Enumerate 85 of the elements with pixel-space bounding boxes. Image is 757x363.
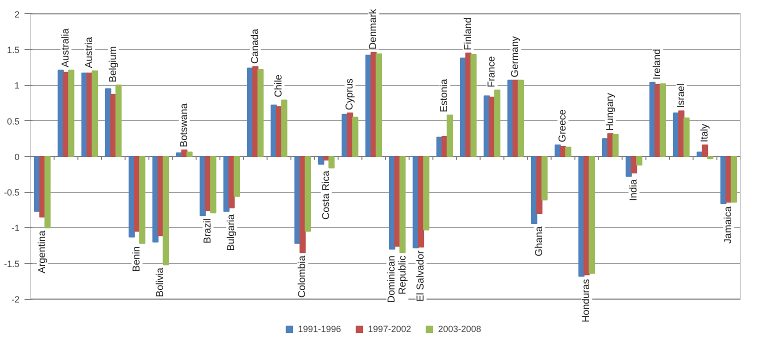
bar xyxy=(541,156,548,200)
x-tick-label: Benin xyxy=(132,246,142,272)
bar xyxy=(494,90,500,157)
bar xyxy=(607,133,614,157)
x-tick-label: Botswana xyxy=(178,102,190,148)
x-tick-label: Italy xyxy=(700,124,710,142)
bar xyxy=(678,110,684,157)
bar xyxy=(536,156,542,214)
legend-label: 1991-1996 xyxy=(298,324,342,334)
bar xyxy=(44,156,51,228)
bar xyxy=(565,146,572,157)
x-tick-label: Greece xyxy=(558,108,568,142)
bar xyxy=(588,156,595,274)
bar xyxy=(636,156,642,166)
x-tick-label: Dominican Republic xyxy=(386,256,408,303)
x-tick-label: Ghana xyxy=(534,226,545,256)
x-tick-label: Germany xyxy=(510,36,522,78)
y-tick-label: 1 xyxy=(14,80,20,91)
x-tick-label: Belgium xyxy=(108,46,119,82)
bar xyxy=(228,156,235,208)
bar xyxy=(300,156,306,254)
bar xyxy=(162,156,169,266)
x-tick-label: Jamaica xyxy=(723,206,734,244)
bar xyxy=(318,156,324,165)
bar xyxy=(423,156,430,230)
x-tick-label: Cyprus xyxy=(344,78,356,110)
y-tick-label: 0 xyxy=(14,152,20,162)
bar xyxy=(660,83,666,157)
bar xyxy=(181,150,188,157)
x-tick-label: Australia xyxy=(60,28,72,68)
bar xyxy=(554,144,561,157)
x-tick-label: France xyxy=(486,56,498,88)
bar xyxy=(234,156,240,197)
bar xyxy=(304,156,311,232)
bar xyxy=(683,117,690,157)
bar xyxy=(446,114,453,157)
x-tick-label: Chile xyxy=(274,74,284,98)
bar xyxy=(68,70,74,157)
x-tick-label: Bulgaria xyxy=(226,214,238,251)
x-tick-label: Canada xyxy=(250,28,261,64)
bar xyxy=(730,156,737,203)
x-tick-label: Costa Rica xyxy=(320,170,332,220)
x-tick-label: Honduras xyxy=(581,279,592,322)
x-tick-label: El Salvador xyxy=(416,250,426,302)
bar xyxy=(128,156,135,238)
x-tick-label: Finland xyxy=(462,17,474,50)
x-tick-label: Hungary xyxy=(604,92,616,131)
legend-label: 1997-2002 xyxy=(368,324,412,334)
y-tick-label: 1.5 xyxy=(6,45,20,56)
bar xyxy=(92,70,98,157)
bar xyxy=(281,100,288,157)
x-tick-label: Bolivia xyxy=(155,267,166,298)
x-tick-label: Estonia xyxy=(439,78,450,112)
x-tick-label: Brazil xyxy=(202,218,214,244)
y-tick-label: 2 xyxy=(14,9,20,20)
bar xyxy=(115,84,122,157)
x-tick-label: Ireland xyxy=(652,48,664,80)
bar xyxy=(626,156,632,177)
bar xyxy=(707,156,714,160)
bar xyxy=(139,156,146,244)
bar xyxy=(352,116,358,157)
bar xyxy=(210,156,216,214)
x-tick-label: Austria xyxy=(84,36,96,68)
bar xyxy=(257,69,264,157)
y-tick-label: -1.5 xyxy=(4,258,20,269)
x-tick-label: Israel xyxy=(676,84,687,108)
x-tick-label: India xyxy=(628,178,640,201)
bar xyxy=(399,156,406,254)
bar xyxy=(696,152,703,157)
x-tick-label: Colombia xyxy=(297,255,308,298)
y-tick-label: -0.5 xyxy=(4,188,20,198)
y-tick-label: 0.5 xyxy=(6,116,20,126)
bar xyxy=(328,156,335,168)
x-tick-label: Denmark xyxy=(368,8,380,50)
y-tick-label: -1 xyxy=(12,223,20,234)
y-tick-label: -2 xyxy=(12,294,20,305)
bar xyxy=(200,156,206,216)
bar xyxy=(186,152,193,157)
bar xyxy=(702,144,708,157)
bar xyxy=(518,80,524,157)
x-tick-label: Argentina xyxy=(36,230,48,274)
bar xyxy=(376,53,382,157)
legend-label: 2003-2008 xyxy=(438,324,482,334)
bar xyxy=(612,134,619,157)
bar xyxy=(470,54,477,157)
